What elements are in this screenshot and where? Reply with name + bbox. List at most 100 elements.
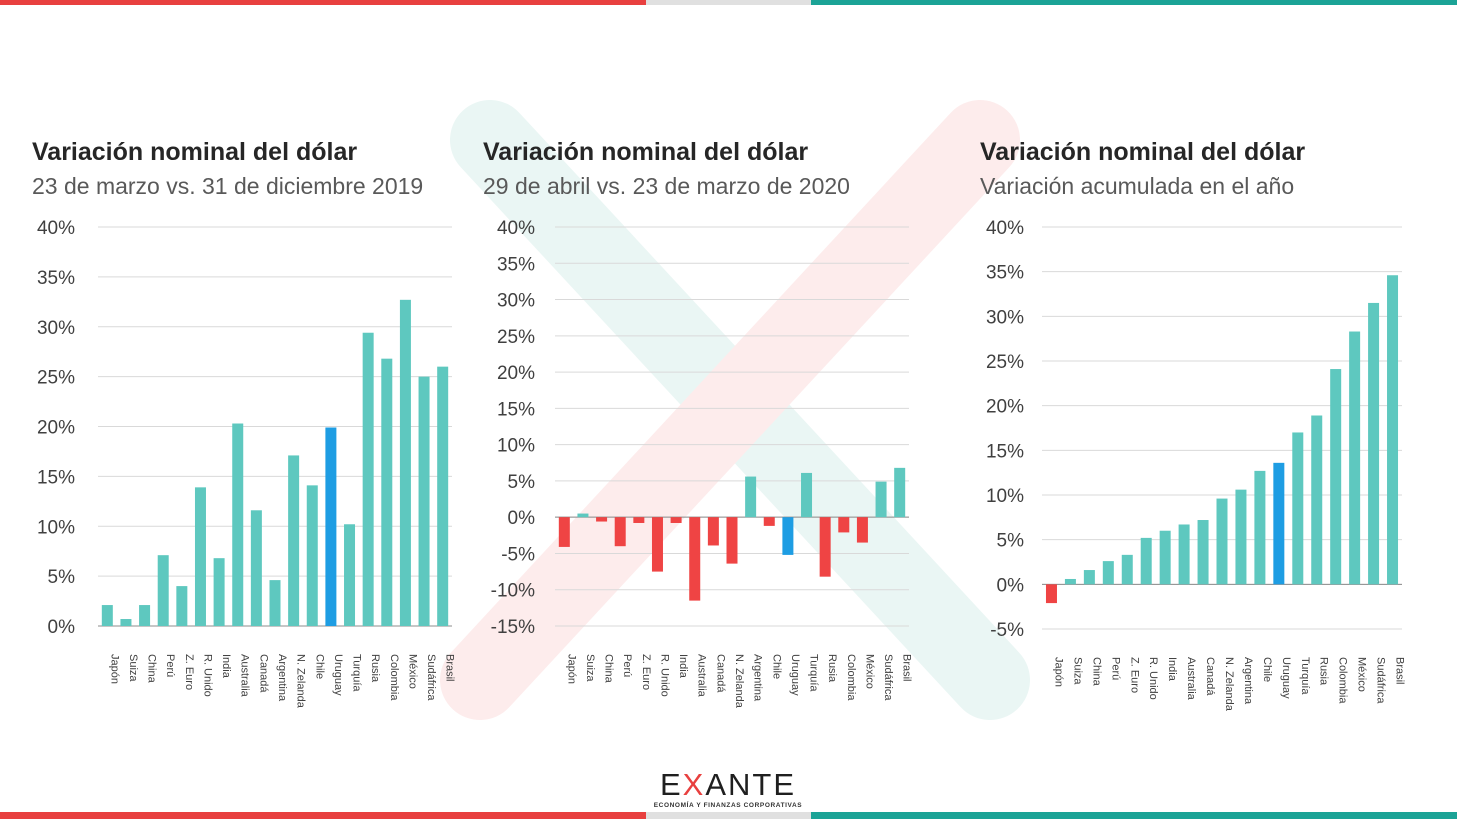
x-category-label: México: [1356, 657, 1368, 692]
bar: [596, 517, 608, 522]
y-tick-label: 35%: [37, 268, 75, 289]
bar: [362, 332, 374, 626]
bar: [558, 517, 570, 547]
x-category-label: Chile: [770, 654, 782, 679]
y-tick-label: 5%: [997, 531, 1025, 552]
x-category-label: Colombia: [1337, 657, 1349, 704]
x-category-label: Colombia: [388, 654, 400, 701]
x-category-label: México: [863, 654, 875, 689]
chart-title: Variación nominal del dólar: [980, 138, 1306, 166]
y-tick-label: 5%: [508, 472, 536, 493]
stripe-gray-segment: [646, 0, 811, 5]
y-tick-label: 40%: [986, 218, 1024, 239]
bar: [614, 517, 626, 547]
x-category-label: Suiza: [127, 654, 139, 682]
y-tick-label: 15%: [986, 441, 1024, 462]
x-category-label: Chile: [1261, 657, 1273, 682]
y-tick-label: -15%: [491, 617, 535, 638]
bar: [763, 517, 775, 526]
logo-tagline: ECONOMÍA Y FINANZAS CORPORATIVAS: [653, 802, 803, 809]
stripe-teal-segment: [811, 812, 1457, 819]
y-tick-label: 30%: [986, 307, 1024, 328]
bar: [194, 487, 206, 626]
x-category-label: Turquía: [351, 654, 363, 692]
y-tick-label: -5%: [501, 544, 535, 565]
bar: [1292, 432, 1304, 585]
bar: [1235, 489, 1247, 585]
stripe-gray-segment: [646, 812, 811, 819]
x-category-label: Suiza: [584, 654, 596, 682]
bar: [139, 605, 151, 626]
x-category-label: Sudáfrica: [425, 654, 437, 701]
x-category-label: México: [406, 654, 418, 689]
x-category-label: Japón: [565, 654, 577, 684]
bar: [782, 517, 794, 555]
bar: [213, 558, 225, 626]
bar: [1311, 415, 1323, 585]
logo-text-e: E: [659, 767, 683, 802]
chart-panel-2: Variación nominal del dólar 29 de abril …: [483, 138, 943, 200]
x-category-label: Turquía: [808, 654, 820, 692]
bar: [120, 619, 132, 626]
bar: [157, 555, 169, 626]
bar: [1121, 554, 1133, 585]
x-category-label: China: [603, 654, 615, 684]
x-category-label: China: [1090, 657, 1102, 687]
x-category-label: Uruguay: [1280, 657, 1292, 699]
x-category-label: Brasil: [1394, 657, 1406, 685]
y-tick-label: 5%: [48, 567, 76, 588]
x-category-label: N. Zelanda: [733, 654, 745, 709]
bar: [1102, 561, 1114, 585]
bar: [726, 517, 738, 564]
bar: [232, 423, 244, 626]
bar: [745, 476, 757, 518]
bar: [689, 517, 701, 601]
bar: [325, 427, 337, 626]
y-tick-label: 10%: [986, 486, 1024, 507]
bar: [1159, 530, 1171, 585]
bar: [856, 517, 868, 543]
y-tick-label: 10%: [497, 436, 535, 457]
x-category-label: Japón: [108, 654, 120, 684]
x-category-label: Canadá: [1204, 657, 1216, 696]
x-category-label: Z. Euro: [1128, 657, 1140, 693]
chart-title: Variación nominal del dólar: [483, 138, 809, 166]
bar: [819, 517, 831, 577]
bar: [633, 517, 645, 523]
y-tick-label: 40%: [37, 218, 75, 239]
x-category-label: Rusia: [369, 654, 381, 683]
x-category-label: Rusia: [1318, 657, 1330, 686]
bar: [1368, 302, 1380, 585]
y-tick-label: 10%: [37, 517, 75, 538]
bar: [1254, 470, 1266, 585]
bar: [894, 467, 906, 518]
x-category-label: Z. Euro: [183, 654, 195, 690]
bar: [1349, 331, 1361, 585]
bar: [1216, 498, 1228, 585]
x-category-label: Canadá: [714, 654, 726, 693]
bar: [577, 513, 589, 518]
x-category-label: R. Unido: [658, 654, 670, 697]
bar: [381, 358, 393, 626]
x-category-label: India: [677, 654, 689, 679]
bar: [838, 517, 850, 533]
y-tick-label: 25%: [37, 368, 75, 389]
x-category-label: Colombia: [845, 654, 857, 701]
x-category-label: Perú: [164, 654, 176, 677]
y-tick-label: 35%: [497, 254, 535, 275]
y-tick-label: 35%: [986, 263, 1024, 284]
x-category-label: R. Unido: [201, 654, 213, 697]
x-category-label: Sudáfrica: [1375, 657, 1387, 704]
top-color-stripe: [0, 0, 1457, 5]
chart-title: Variación nominal del dólar: [32, 138, 358, 166]
bar: [418, 376, 430, 626]
x-category-label: Uruguay: [789, 654, 801, 696]
y-tick-label: 40%: [497, 218, 535, 239]
bar: [344, 524, 356, 626]
bar: [176, 586, 188, 626]
x-category-label: Chile: [313, 654, 325, 679]
y-tick-label: 30%: [37, 318, 75, 339]
bar: [288, 455, 300, 626]
